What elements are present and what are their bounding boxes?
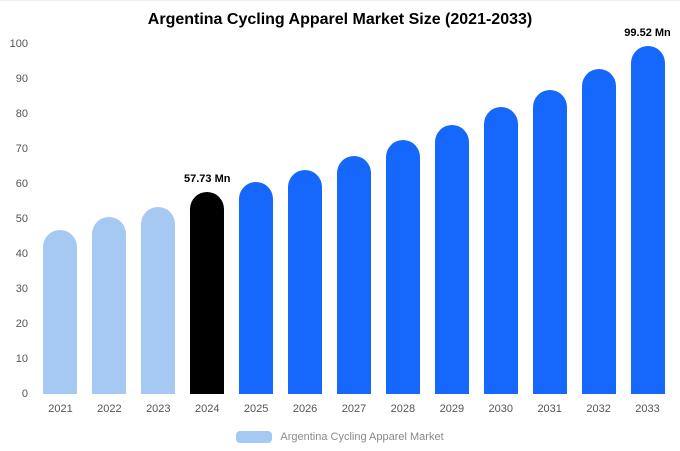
bar-slot: 2022	[85, 44, 134, 415]
bar-slot: 2023	[134, 44, 183, 415]
bar-slot: 2031	[525, 44, 574, 415]
x-axis-label-2031: 2031	[537, 403, 562, 415]
y-tick-label: 90	[15, 73, 28, 85]
x-axis-label-2030: 2030	[488, 403, 513, 415]
bar-2029[interactable]	[434, 124, 469, 394]
x-axis-label-2024: 2024	[194, 403, 220, 415]
bar-2022[interactable]	[92, 217, 127, 394]
bar-2033[interactable]	[630, 45, 665, 394]
legend-item[interactable]: Argentina Cycling Apparel Market	[0, 431, 680, 443]
x-axis-label-2027: 2027	[341, 403, 367, 415]
y-tick-label: 20	[15, 318, 28, 330]
bar-annotation-2024: 57.73 Mn	[183, 172, 231, 185]
bar-2031[interactable]	[532, 89, 567, 394]
x-axis-label-2029: 2029	[439, 403, 465, 415]
bar-slot: 2032	[574, 44, 623, 415]
y-tick-label: 30	[15, 283, 28, 295]
legend-label: Argentina Cycling Apparel Market	[280, 431, 444, 443]
bar-slot: 2030	[476, 44, 525, 415]
y-tick-label: 70	[15, 143, 28, 155]
bar-2028[interactable]	[385, 140, 420, 394]
bar-slot: 57.73 Mn 2024	[183, 44, 232, 415]
y-tick-label: 0	[21, 388, 28, 400]
y-tick-label: 50	[15, 213, 28, 225]
y-tick-label: 40	[15, 248, 28, 260]
bar-slot: 99.52 Mn 2033	[623, 27, 672, 415]
x-axis-label-2033: 2033	[635, 403, 660, 415]
plot-area: 2021 2022 2023 57.73 Mn 2024 2025 2026 2027 2028…	[36, 27, 672, 415]
x-axis-label-2026: 2026	[292, 403, 318, 415]
y-tick-label: 10	[15, 353, 28, 365]
bar-2030[interactable]	[483, 107, 518, 394]
x-axis-label-2021: 2021	[48, 403, 73, 415]
x-axis-label-2025: 2025	[243, 403, 269, 415]
x-axis-label-2032: 2032	[586, 403, 611, 415]
bar-2027[interactable]	[336, 156, 371, 394]
x-axis-label-2028: 2028	[390, 403, 416, 415]
bar-slot: 2028	[378, 44, 427, 415]
bar-annotation-2033: 99.52 Mn	[624, 26, 671, 39]
bar-slot: 2026	[281, 44, 330, 415]
y-tick-label: 80	[15, 108, 28, 120]
bar-2023[interactable]	[141, 206, 176, 394]
bar-slot: 2025	[232, 44, 281, 415]
legend-swatch	[236, 431, 273, 443]
bar-slot: 2021	[36, 44, 85, 415]
bar-slot: 2027	[330, 44, 379, 415]
y-tick-label: 60	[15, 178, 28, 190]
x-axis-label-2023: 2023	[146, 403, 171, 415]
bar-2026[interactable]	[288, 170, 323, 394]
bar-slot: 2029	[427, 44, 476, 415]
bar-2021[interactable]	[43, 229, 78, 394]
bar-2024[interactable]	[190, 191, 225, 394]
bar-2025[interactable]	[239, 182, 274, 394]
y-axis: 0 10 20 30 40 50 60 70 80 90 100	[0, 38, 30, 400]
chart-title: Argentina Cycling Apparel Market Size (2…	[147, 11, 533, 28]
bar-2032[interactable]	[581, 68, 616, 394]
x-axis-label-2022: 2022	[97, 403, 122, 415]
y-tick-label: 100	[9, 38, 28, 50]
